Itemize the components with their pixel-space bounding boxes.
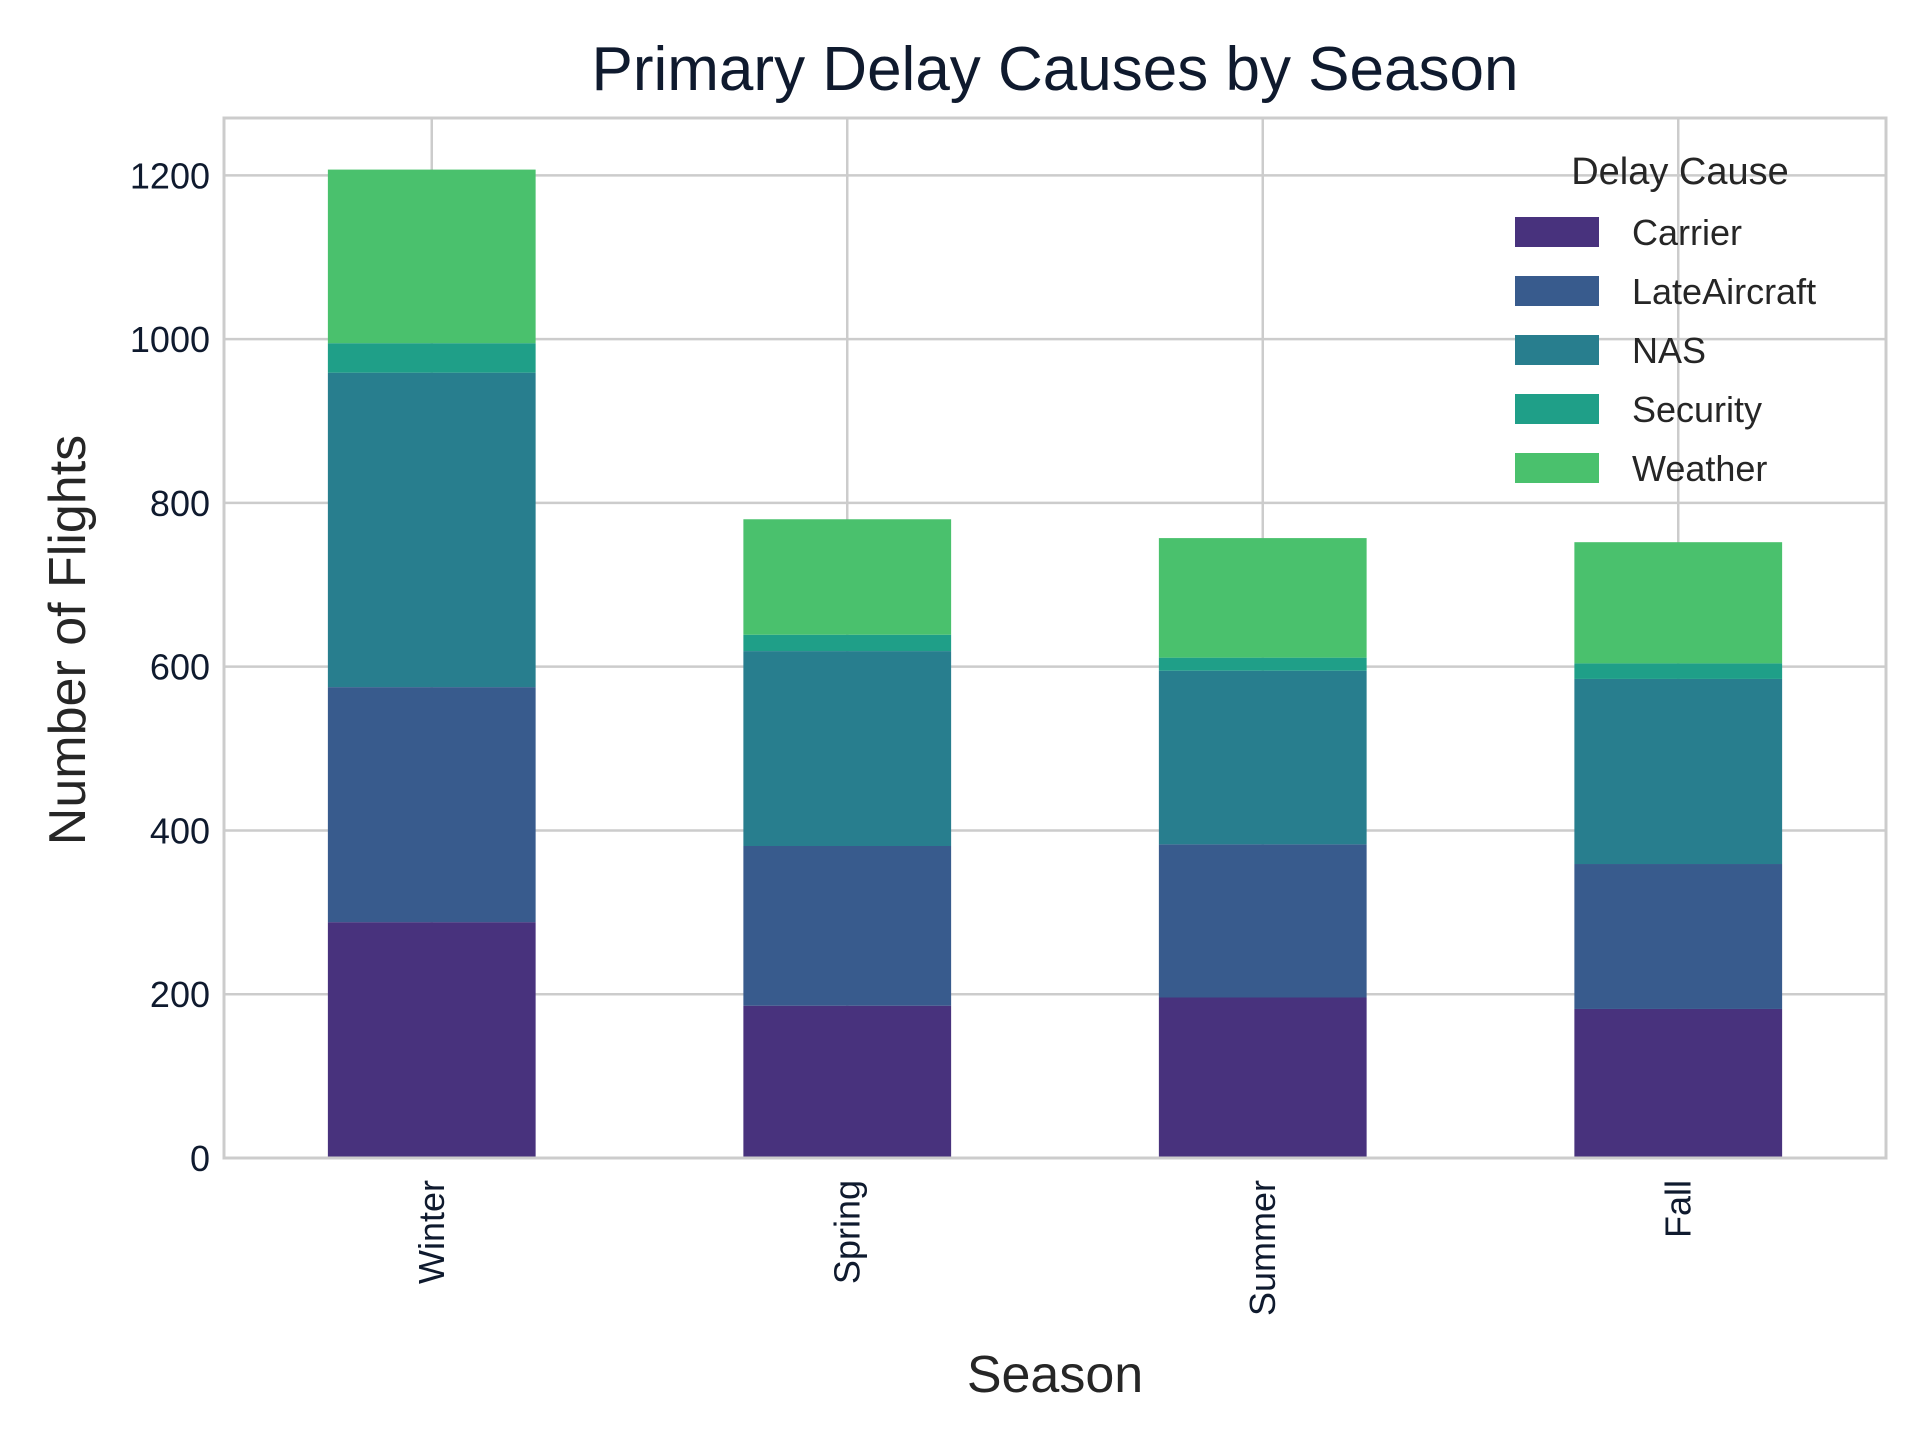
y-tick-labels: 0 200 400 600 800 1000 1200 xyxy=(130,155,210,1179)
x-tick-label: Winter xyxy=(411,1180,452,1284)
legend-label-nas: NAS xyxy=(1632,330,1706,371)
bar-segment-security-winter xyxy=(327,343,536,373)
y-tick-label: 1200 xyxy=(130,155,210,196)
legend: Delay Cause Carrier LateAircraft NAS Securi… xyxy=(1515,151,1816,489)
legend-swatch-weather xyxy=(1515,453,1599,483)
bar-segment-weather-fall xyxy=(1574,542,1783,664)
bar-segment-security-fall xyxy=(1574,663,1783,679)
bar-segment-carrier-summer xyxy=(1158,997,1367,1158)
legend-title: Delay Cause xyxy=(1571,151,1789,193)
x-axis-label: Season xyxy=(967,1346,1143,1404)
legend-label-weather: Weather xyxy=(1632,448,1767,489)
bar-segment-weather-spring xyxy=(743,519,952,635)
bar-segment-weather-summer xyxy=(1158,538,1367,658)
bar-segment-nas-summer xyxy=(1158,670,1367,845)
bar-segment-nas-fall xyxy=(1574,678,1783,865)
bar-segment-weather-winter xyxy=(327,169,536,344)
bars xyxy=(327,169,1783,1158)
y-tick-label: 0 xyxy=(190,1138,210,1179)
legend-label-carrier: Carrier xyxy=(1632,212,1742,253)
bar-segment-lateaircraft-winter xyxy=(327,687,536,923)
legend-label-lateaircraft: LateAircraft xyxy=(1632,271,1816,312)
x-tick-labels: Winter Spring Summer Fall xyxy=(411,1180,1699,1316)
x-tick-label: Spring xyxy=(826,1180,867,1284)
y-tick-label: 600 xyxy=(150,647,210,688)
x-tick-label: Fall xyxy=(1657,1180,1698,1238)
bar-segment-nas-spring xyxy=(743,651,952,846)
chart-title: Primary Delay Causes by Season xyxy=(592,35,1519,104)
y-tick-label: 800 xyxy=(150,483,210,524)
bar-segment-lateaircraft-summer xyxy=(1158,844,1367,998)
legend-swatch-lateaircraft xyxy=(1515,276,1599,306)
legend-swatch-security xyxy=(1515,394,1599,424)
bar-segment-security-summer xyxy=(1158,657,1367,671)
x-tick-label: Summer xyxy=(1242,1180,1283,1316)
bar-segment-lateaircraft-fall xyxy=(1574,864,1783,1009)
bar-segment-nas-winter xyxy=(327,372,536,688)
plot-frame xyxy=(222,116,1888,1160)
y-tick-label: 200 xyxy=(150,974,210,1015)
bar-segment-carrier-fall xyxy=(1574,1008,1783,1158)
bar-segment-carrier-spring xyxy=(743,1005,952,1158)
y-tick-label: 400 xyxy=(150,810,210,851)
legend-swatch-carrier xyxy=(1515,217,1599,247)
y-tick-label: 1000 xyxy=(130,319,210,360)
bar-segment-carrier-winter xyxy=(327,922,536,1158)
legend-swatch-nas xyxy=(1515,335,1599,365)
legend-label-security: Security xyxy=(1632,389,1762,430)
y-axis-label: Number of Flights xyxy=(39,435,97,845)
bar-segment-security-spring xyxy=(743,634,952,652)
bar-segment-lateaircraft-spring xyxy=(743,846,952,1006)
